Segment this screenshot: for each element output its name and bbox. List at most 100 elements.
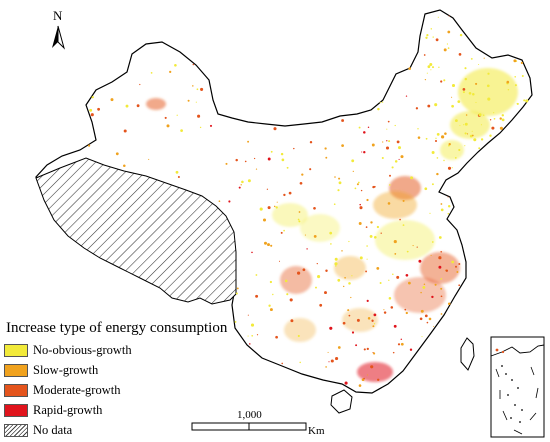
energy-dot [169, 70, 172, 74]
energy-dot [402, 224, 405, 227]
energy-dot [381, 101, 384, 103]
energy-dot [90, 113, 94, 117]
energy-dot [333, 203, 336, 206]
energy-dot [334, 176, 336, 178]
energy-dot [377, 378, 380, 381]
energy-dot [451, 167, 453, 169]
energy-dot [270, 150, 273, 153]
energy-dot [429, 63, 433, 66]
energy-dot [480, 138, 484, 141]
energy-dot [89, 108, 93, 112]
energy-dot [462, 91, 465, 94]
legend-item-label: No-obvious-growth [33, 342, 132, 357]
energy-dot [501, 118, 505, 122]
energy-dot [218, 200, 221, 203]
energy-dot [440, 295, 443, 298]
energy-dot [447, 196, 449, 198]
energy-dot [366, 245, 368, 247]
energy-dot [412, 245, 414, 247]
energy-dot [376, 225, 380, 229]
energy-dot [416, 246, 418, 248]
energy-dot [426, 321, 429, 324]
energy-dot [415, 107, 419, 110]
energy-dot [328, 361, 330, 363]
energy-dot [457, 100, 461, 103]
energy-dot [432, 36, 434, 38]
energy-dot [267, 243, 270, 247]
energy-dot [388, 297, 392, 300]
energy-dot [286, 293, 289, 296]
energy-dot [489, 134, 492, 137]
energy-dot [275, 206, 278, 209]
energy-dot [360, 189, 363, 192]
energy-dot [435, 137, 437, 139]
energy-dot [371, 319, 374, 322]
legend-swatch [4, 343, 28, 357]
energy-dot [418, 259, 422, 263]
energy-dot [447, 212, 450, 215]
legend-swatch [4, 383, 28, 397]
energy-dot [251, 334, 254, 337]
energy-dot [435, 38, 439, 42]
energy-dot [351, 159, 355, 163]
energy-dot [420, 291, 422, 294]
energy-dot [309, 140, 313, 144]
energy-dot [357, 181, 360, 184]
scale-bar-unit: Km [308, 425, 325, 437]
energy-dot [348, 314, 351, 317]
energy-dot [370, 221, 373, 224]
energy-dot [250, 323, 255, 327]
energy-dot [329, 326, 333, 330]
energy-dot [451, 96, 453, 98]
energy-dot [304, 234, 306, 236]
energy-dot [344, 276, 346, 279]
energy-dot [363, 377, 365, 380]
energy-dot [388, 279, 390, 281]
legend-item-slow-growth: Slow-growth [4, 361, 234, 379]
energy-dot [313, 234, 317, 238]
energy-dot [400, 338, 403, 341]
energy-dot [434, 139, 438, 143]
energy-dot [235, 292, 238, 295]
energy-dot [431, 241, 434, 243]
energy-dot [386, 140, 388, 142]
energy-dot [269, 308, 273, 312]
legend-swatch [4, 403, 28, 417]
energy-dot [447, 166, 452, 170]
energy-dot [440, 203, 443, 205]
energy-dot [276, 201, 278, 203]
energy-dot [166, 124, 170, 128]
energy-dot [451, 104, 454, 108]
energy-dot [197, 114, 201, 118]
energy-dot [299, 181, 303, 185]
energy-dot [338, 181, 342, 185]
energy-dot [302, 268, 306, 272]
energy-dot [247, 335, 249, 337]
energy-dot [369, 234, 373, 238]
energy-dot [393, 324, 397, 328]
energy-dot [451, 260, 455, 264]
energy-dot [297, 271, 301, 275]
energy-dot [422, 285, 426, 289]
energy-dot [192, 85, 194, 87]
energy-dot [91, 96, 94, 99]
north-arrow-icon [52, 25, 65, 50]
energy-dot [406, 250, 409, 253]
legend-item-label: Rapid-growth [33, 402, 103, 417]
energy-dot [234, 320, 237, 323]
energy-dot [115, 152, 119, 156]
energy-dot [480, 124, 482, 126]
energy-dot [317, 275, 321, 279]
energy-dot [521, 75, 524, 77]
energy-dot [489, 119, 492, 121]
energy-dot [373, 235, 377, 239]
energy-dot [431, 66, 435, 69]
energy-dot [438, 236, 442, 239]
energy-dot [379, 282, 382, 284]
energy-dot [454, 156, 457, 159]
energy-dot [443, 48, 447, 52]
energy-dot [324, 291, 327, 295]
energy-dot [501, 114, 504, 117]
energy-dot [228, 200, 231, 203]
energy-dot [267, 157, 271, 161]
